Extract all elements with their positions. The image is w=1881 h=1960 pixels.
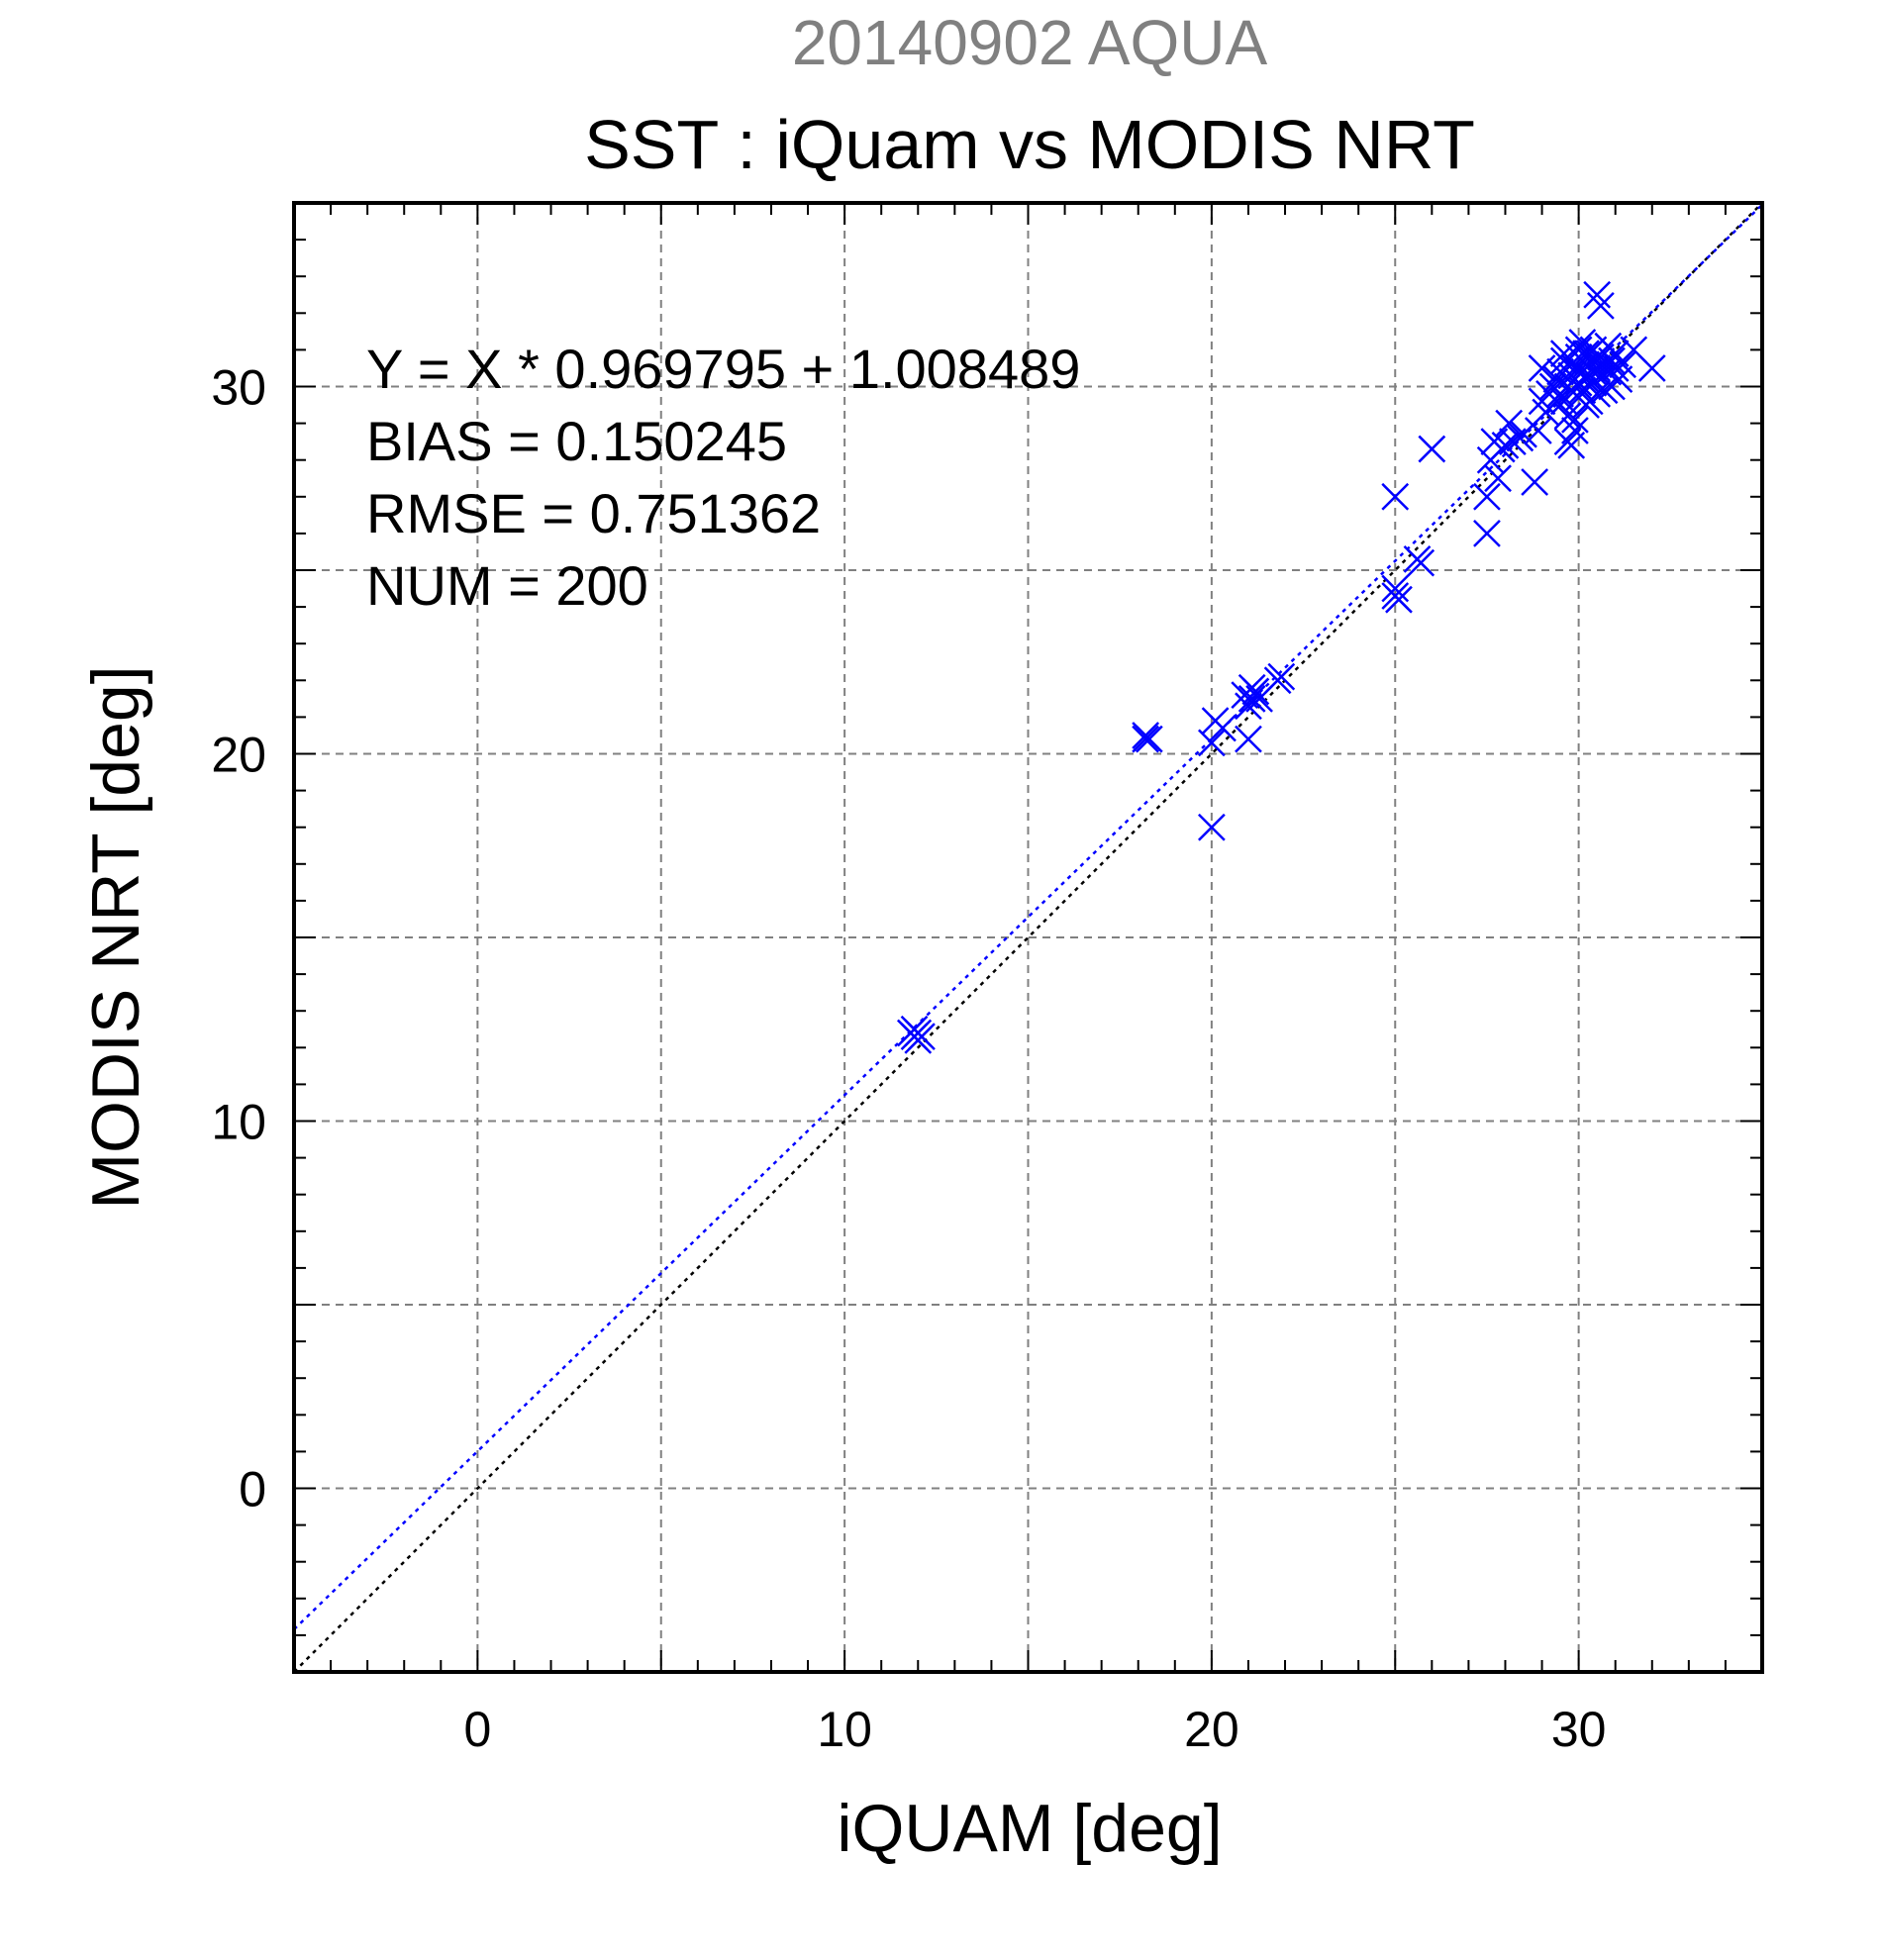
data-point: [1521, 468, 1549, 496]
x-tick-label: 20: [1184, 1702, 1239, 1757]
num-stat: NUM = 200: [366, 554, 648, 617]
regression-equation: Y = X * 0.969795 + 1.008489: [366, 338, 1080, 400]
plot-frame: [292, 201, 1764, 1674]
data-point: [1473, 520, 1501, 547]
data-point: [900, 1015, 929, 1043]
data-point-stroke: [904, 1026, 933, 1054]
data-point-stroke: [1521, 468, 1549, 496]
data-point: [1495, 409, 1524, 438]
data-point-stroke: [1267, 662, 1296, 691]
data-point-stroke: [1583, 280, 1612, 309]
data-point-stroke: [1561, 417, 1589, 444]
data-point-stroke: [1385, 585, 1413, 614]
data-point: [1637, 354, 1666, 382]
x-tick-label: 30: [1551, 1702, 1607, 1757]
data-point-stroke: [1238, 673, 1266, 702]
data-point-stroke: [1209, 714, 1237, 742]
data-point-stroke: [1553, 402, 1582, 431]
data-point-stroke: [1572, 340, 1600, 367]
data-point-stroke: [1528, 354, 1556, 382]
data-point: [1590, 376, 1619, 405]
data-point-stroke: [1418, 435, 1446, 463]
data-point: [1381, 482, 1410, 511]
data-point-stroke: [1197, 729, 1226, 757]
stats-box: Y = X * 0.969795 + 1.008489 BIAS = 0.150…: [366, 338, 1080, 617]
data-point-stroke: [1549, 340, 1578, 367]
data-point-stroke: [1564, 354, 1593, 382]
data-point-stroke: [1491, 431, 1520, 459]
data-point: [1583, 280, 1612, 309]
tick-labels: 0 10 20 30 0 10 20 30: [211, 360, 1606, 1758]
data-point: [1267, 662, 1296, 691]
data-point: [1381, 574, 1410, 603]
data-point: [1418, 435, 1446, 463]
data-point-stroke: [1620, 336, 1648, 364]
x-axis-label: iQUAM [deg]: [837, 1791, 1222, 1866]
data-point: [1132, 725, 1160, 753]
data-point: [1528, 354, 1556, 382]
data-point: [1542, 387, 1571, 416]
data-point: [1135, 725, 1163, 753]
data-point-stroke: [1132, 725, 1160, 753]
data-point: [1609, 350, 1636, 379]
bias-stat: BIAS = 0.150245: [366, 410, 787, 472]
data-point: [1561, 417, 1589, 444]
data-point: [1484, 464, 1512, 493]
data-point: [1197, 813, 1226, 841]
data-points: [896, 280, 1666, 1054]
data-point: [1572, 340, 1600, 367]
data-point-stroke: [1473, 520, 1501, 547]
data-point: [1407, 548, 1436, 577]
y-axis-label: MODIS NRT [deg]: [78, 665, 153, 1209]
data-point-stroke: [1473, 482, 1501, 511]
data-point: [1238, 684, 1266, 713]
data-point-stroke: [1542, 387, 1571, 416]
data-point-stroke: [1235, 725, 1262, 753]
data-point-stroke: [1586, 291, 1615, 320]
x-tick-label: 0: [463, 1702, 491, 1757]
data-point-stroke: [1135, 725, 1163, 753]
data-point: [1553, 402, 1582, 431]
data-point: [1586, 291, 1615, 320]
data-point: [904, 1026, 933, 1054]
rmse-stat: RMSE = 0.751362: [366, 482, 821, 544]
data-point-stroke: [1598, 346, 1626, 375]
y-tick-label: 20: [211, 728, 266, 783]
data-point: [1235, 725, 1262, 753]
data-point-stroke: [1561, 406, 1589, 434]
data-point: [1473, 482, 1501, 511]
data-point-stroke: [1594, 357, 1623, 386]
data-point-stroke: [1484, 464, 1512, 493]
data-point-stroke: [900, 1015, 929, 1043]
data-point: [1524, 417, 1552, 444]
y-tick-label: 0: [239, 1462, 266, 1518]
data-point-stroke: [1601, 340, 1630, 367]
data-point-stroke: [1197, 813, 1226, 841]
data-point-stroke: [1609, 350, 1636, 379]
chart-main-title: SST : iQuam vs MODIS NRT: [584, 106, 1475, 183]
data-point-stroke: [1381, 482, 1410, 511]
data-point-stroke: [1407, 548, 1436, 577]
data-point-stroke: [1637, 354, 1666, 382]
y-tick-label: 10: [211, 1095, 266, 1150]
x-tick-label: 10: [817, 1702, 872, 1757]
data-point-stroke: [1524, 417, 1552, 444]
data-point: [1579, 357, 1608, 386]
data-point: [1385, 585, 1413, 614]
data-point-stroke: [1238, 684, 1266, 713]
y-tick-label: 30: [211, 360, 266, 416]
data-point: [1238, 673, 1266, 702]
data-point: [1209, 714, 1237, 742]
data-point: [1598, 346, 1626, 375]
chart-date-title: 20140902 AQUA: [792, 7, 1268, 78]
grid-lines: [294, 203, 1762, 1672]
data-point-stroke: [1590, 376, 1619, 405]
data-point-stroke: [1381, 574, 1410, 603]
data-point-stroke: [1495, 409, 1524, 438]
data-point-stroke: [1579, 357, 1608, 386]
